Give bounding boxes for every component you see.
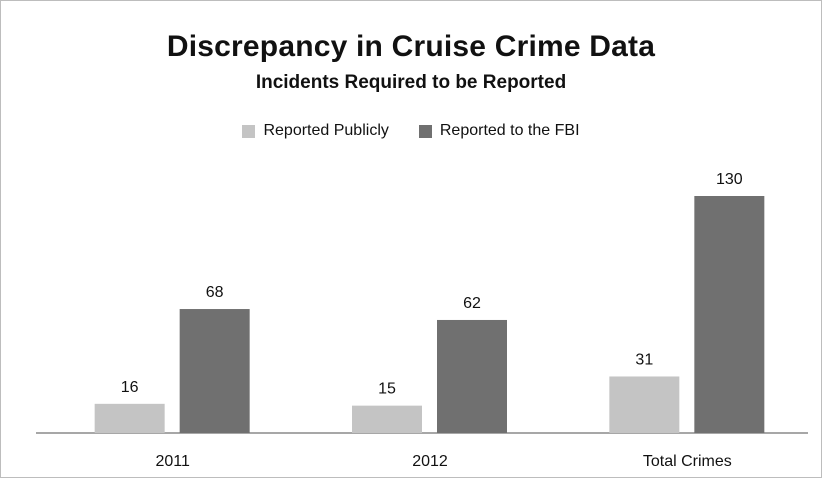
data-label-reported-to-fbi-2: 130 xyxy=(716,171,743,188)
chart-legend: Reported Publicly Reported to the FBI xyxy=(0,122,822,140)
data-label-reported-publicly-1: 15 xyxy=(378,381,396,398)
bar-reported-to-fbi-1 xyxy=(437,319,507,433)
bar-reported-publicly-0 xyxy=(94,403,165,433)
data-label-reported-publicly-0: 16 xyxy=(121,379,139,396)
bar-reported-to-fbi-0 xyxy=(179,309,250,433)
chart-title: Discrepancy in Cruise Crime Data xyxy=(166,30,656,63)
data-label-reported-to-fbi-0: 68 xyxy=(206,284,224,301)
x-tick-label-2: Total Crimes xyxy=(643,453,732,470)
bar-reported-publicly-2 xyxy=(609,376,680,433)
x-tick-label-1: 2012 xyxy=(412,453,448,470)
bar-reported-publicly-1 xyxy=(352,405,422,433)
data-label-reported-to-fbi-1: 62 xyxy=(463,295,481,312)
legend-swatch-reported-publicly xyxy=(242,124,256,138)
legend-swatch-reported-to-fbi xyxy=(418,124,432,138)
legend-item-reported-to-fbi: Reported to the FBI xyxy=(418,122,580,140)
legend-label-reported-to-fbi: Reported to the FBI xyxy=(439,122,580,139)
legend-label-reported-publicly: Reported Publicly xyxy=(263,122,389,139)
chart-subtitle: Incidents Required to be Reported xyxy=(255,72,567,93)
data-label-reported-publicly-2: 31 xyxy=(635,351,653,368)
legend-item-reported-publicly: Reported Publicly xyxy=(242,122,389,140)
x-tick-label-0: 2011 xyxy=(155,453,190,470)
bar-reported-to-fbi-2 xyxy=(694,196,765,433)
